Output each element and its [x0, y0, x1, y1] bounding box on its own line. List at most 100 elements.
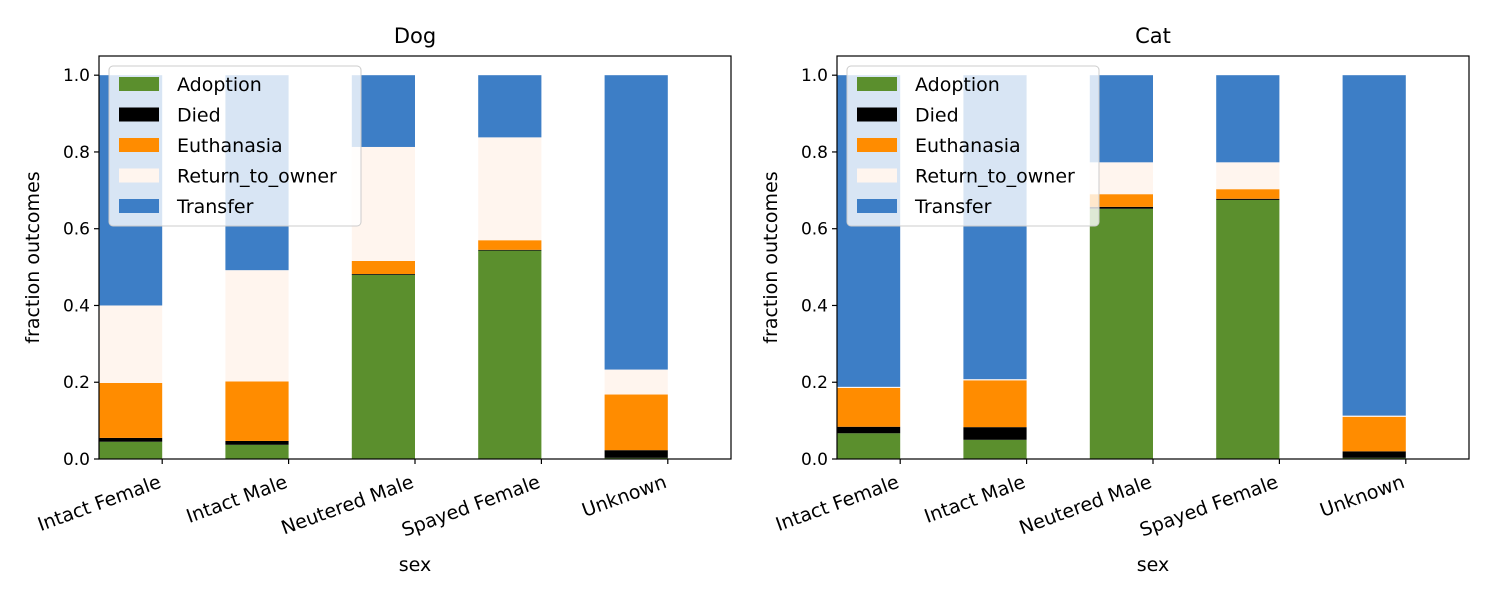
- legend-label: Adoption: [915, 74, 1000, 96]
- legend-swatch: [857, 107, 897, 122]
- chart-title: Dog: [394, 24, 436, 48]
- legend-item-died: Died: [119, 105, 221, 127]
- bar-intact-male-euthanasia: [963, 380, 1027, 428]
- y-axis-label: fraction outcomes: [760, 171, 782, 343]
- bar-unknown-euthanasia: [604, 394, 668, 451]
- y-tick-label: 1.0: [63, 66, 90, 86]
- bar-spayed-female-died: [478, 249, 542, 251]
- bar-neutered-male-return-to-owner: [1089, 162, 1153, 195]
- bar-intact-male-died: [225, 440, 289, 445]
- bar-intact-male-euthanasia: [225, 381, 289, 441]
- legend-swatch: [857, 138, 897, 152]
- chart-panel-dog: 0.0 0.2 0.4 0.6 0.8 1.0 Intact Female Intact Ma…: [22, 24, 732, 576]
- bar-unknown-died: [604, 450, 668, 458]
- legend-item-adoption: Adoption: [119, 74, 262, 96]
- bar-spayed-female-adoption: [478, 250, 542, 459]
- legend-swatch: [119, 107, 159, 122]
- y-axis-label: fraction outcomes: [22, 171, 44, 343]
- y-tick-label: 0.4: [63, 296, 90, 316]
- bar-neutered-male-adoption: [351, 274, 415, 459]
- y-tick-label: 0.8: [63, 143, 90, 163]
- legend-label: Adoption: [177, 74, 262, 96]
- y-tick-label: 1.0: [801, 66, 828, 86]
- legend-swatch: [857, 199, 897, 213]
- y-tick-label: 0.8: [801, 143, 828, 163]
- bar-neutered-male-died: [1089, 206, 1153, 209]
- bar-intact-male-died: [963, 427, 1027, 440]
- legend-swatch: [857, 168, 897, 183]
- y-tick-label: 0.2: [63, 373, 90, 393]
- bar-spayed-female-euthanasia: [1216, 189, 1280, 199]
- legend-label: Return_to_owner: [177, 166, 337, 188]
- x-tick-label-neutered-male: Neutered Male: [278, 471, 416, 539]
- x-tick-label-neutered-male: Neutered Male: [1016, 471, 1154, 539]
- x-tick-label-spayed-female: Spayed Female: [1137, 471, 1281, 541]
- legend-swatch: [119, 168, 159, 183]
- legend-swatch: [119, 199, 159, 213]
- y-tick-label: 0.0: [801, 450, 828, 470]
- bar-unknown-euthanasia: [1342, 416, 1406, 452]
- bar-unknown-transfer: [604, 75, 668, 370]
- legend-item-euthanasia: Euthanasia: [119, 135, 283, 157]
- bar-spayed-female-died: [1216, 198, 1280, 200]
- x-tick-label-intact-female: Intact Female: [35, 471, 164, 536]
- legend-label: Euthanasia: [177, 135, 283, 157]
- y-tick-label: 0.4: [801, 296, 828, 316]
- x-axis-label: sex: [399, 554, 432, 576]
- bar-spayed-female-euthanasia: [478, 240, 542, 250]
- bar-spayed-female-transfer: [478, 75, 542, 138]
- bar-neutered-male-transfer: [351, 75, 415, 147]
- legend-swatch: [119, 77, 159, 91]
- bar-neutered-male-died: [351, 274, 415, 275]
- legend-item-return-to-owner: Return_to_owner: [857, 166, 1075, 188]
- legend-label: Euthanasia: [915, 135, 1021, 157]
- bar-spayed-female-return-to-owner: [478, 137, 542, 241]
- y-axis: 0.0 0.2 0.4 0.6 0.8 1.0: [801, 66, 837, 470]
- legend-swatch: [857, 77, 897, 91]
- legend-item-euthanasia: Euthanasia: [857, 135, 1021, 157]
- legend-item-transfer: Transfer: [119, 196, 254, 218]
- bar-neutered-male-euthanasia: [1089, 194, 1153, 207]
- chart-panel-cat: 0.0 0.2 0.4 0.6 0.8 1.0 Intact Female Intact Ma…: [760, 24, 1470, 576]
- bar-intact-female-died: [837, 426, 901, 434]
- x-tick-label-intact-female: Intact Female: [773, 471, 902, 536]
- y-tick-label: 0.6: [801, 220, 828, 240]
- legend-box: [108, 65, 362, 227]
- legend-item-adoption: Adoption: [857, 74, 1000, 96]
- legend-label: Died: [915, 105, 959, 127]
- bar-intact-male-adoption: [225, 444, 289, 459]
- bar-neutered-male-euthanasia: [351, 260, 415, 275]
- bar-intact-female-return-to-owner: [99, 305, 163, 384]
- bar-unknown-return-to-owner: [1342, 415, 1406, 417]
- bar-spayed-female-adoption: [1216, 199, 1280, 459]
- x-axis-label: sex: [1137, 554, 1170, 576]
- legend: Adoption Died Euthanasia Return_to_owner Tra…: [846, 65, 1100, 227]
- legend: Adoption Died Euthanasia Return_to_owner Tra…: [108, 65, 362, 227]
- legend-label: Transfer: [914, 196, 992, 218]
- x-tick-label-unknown: Unknown: [579, 471, 669, 522]
- bar-neutered-male-return-to-owner: [351, 146, 415, 261]
- bar-spayed-female-transfer: [1216, 75, 1280, 163]
- bar-neutered-male-adoption: [1089, 208, 1153, 459]
- x-tick-label-spayed-female: Spayed Female: [399, 471, 543, 541]
- legend-label: Transfer: [176, 196, 254, 218]
- bar-spayed-female-return-to-owner: [1216, 162, 1280, 190]
- bar-intact-female-euthanasia: [837, 387, 901, 427]
- x-tick-label-intact-male: Intact Male: [921, 471, 1028, 528]
- bar-intact-female-adoption: [837, 433, 901, 459]
- bar-intact-female-died: [99, 437, 163, 442]
- legend-swatch: [119, 138, 159, 152]
- y-tick-label: 0.0: [63, 450, 90, 470]
- bar-intact-male-return-to-owner: [225, 270, 289, 382]
- chart-title: Cat: [1135, 24, 1171, 48]
- legend-item-transfer: Transfer: [857, 196, 992, 218]
- y-tick-label: 0.6: [63, 220, 90, 240]
- legend-label: Return_to_owner: [915, 166, 1075, 188]
- x-tick-label-unknown: Unknown: [1317, 471, 1407, 522]
- x-tick-label-intact-male: Intact Male: [183, 471, 290, 528]
- bar-intact-female-adoption: [99, 441, 163, 459]
- legend-label: Died: [177, 105, 221, 127]
